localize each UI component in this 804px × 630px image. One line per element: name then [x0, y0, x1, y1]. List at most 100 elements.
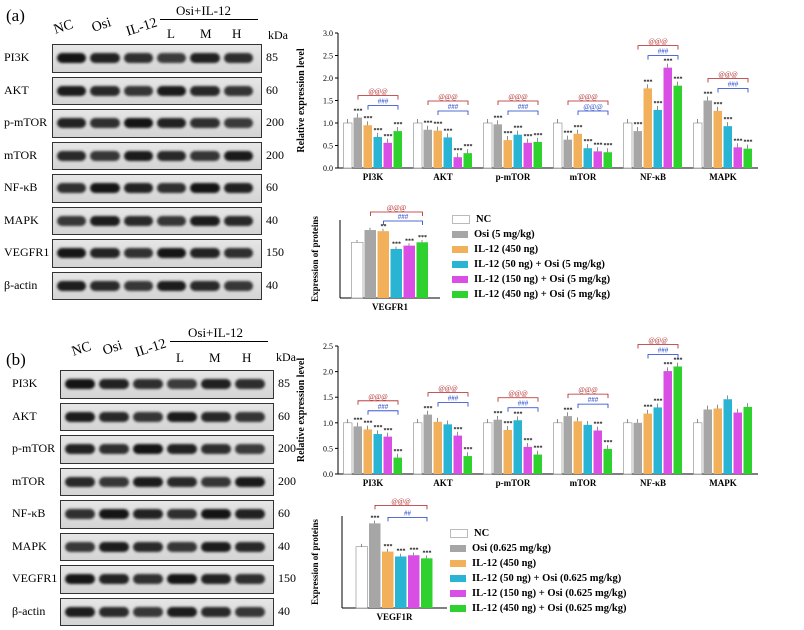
- blue-bracket: [437, 402, 469, 407]
- panel-a-blot-band: [223, 183, 253, 194]
- red-bracket: [357, 95, 399, 100]
- significance-stars: ***: [564, 407, 573, 413]
- panel-b-blot-band: [167, 541, 197, 552]
- x-category-label: p-mTOR: [496, 172, 531, 182]
- panel-a-blot-strip: [52, 44, 262, 73]
- bar: [623, 422, 633, 475]
- panel-b-blot-label: NF-κB: [12, 506, 46, 520]
- panel-b-lane-m: M: [209, 350, 221, 365]
- bar: [563, 139, 572, 168]
- x-category-label: VEGF1R: [377, 612, 414, 622]
- bar: [703, 409, 712, 474]
- significance-stars: ***: [384, 544, 393, 550]
- bar: [603, 152, 612, 168]
- blue-bracket: [367, 105, 399, 110]
- bar: [393, 457, 402, 474]
- blue-bracket-mark: ###: [658, 346, 669, 354]
- bar: [643, 88, 652, 168]
- panel-b-blot-label: p-mTOR: [12, 441, 56, 455]
- panel-a-legend-item: NC: [452, 214, 491, 225]
- panel-a-blot-band: [190, 85, 220, 96]
- blue-bracket: [647, 55, 679, 60]
- panel-a-blot-label: mTOR: [4, 147, 38, 162]
- bar: [693, 122, 703, 169]
- panel-a-main-chart: 0.0 0.5 1.0 1.5 2.0 2.5 3.0 Relative expression…: [296, 29, 758, 182]
- panel-b-blot-kda: 60: [278, 408, 290, 423]
- blue-bracket: [647, 354, 679, 359]
- bar: [673, 366, 682, 474]
- x-category-label: p-mTOR: [496, 478, 531, 488]
- blue-bracket-mark: ##: [404, 509, 412, 517]
- panel-b-blot-band: [235, 541, 265, 552]
- bar: [663, 67, 672, 168]
- blue-bracket: [383, 220, 423, 226]
- panel-b-legend-label: IL-12 (50 ng) + Osi (0.625 mg/kg): [472, 573, 622, 584]
- significance-stars: ***: [364, 421, 373, 427]
- panel-b-lane-il12: IL-12: [133, 336, 169, 361]
- panel-a-blot-band: [223, 53, 253, 64]
- panel-b-group-line: [170, 341, 268, 342]
- significance-stars: ***: [654, 101, 663, 107]
- significance-stars: ***: [594, 422, 603, 428]
- panel-a-blot-band: [90, 53, 120, 64]
- bar: [643, 413, 652, 474]
- panel-a-blot-band: [57, 248, 87, 259]
- panel-b-blot-band: [235, 606, 265, 617]
- panel-b-blot-band: [167, 379, 197, 390]
- significance-stars: ***: [654, 399, 663, 405]
- blue-bracket-mark: ###: [378, 403, 389, 411]
- red-bracket-mark: @@@: [578, 386, 598, 394]
- panel-a-legend-item: IL-12 (150 ng) + Osi (5 mg/kg): [452, 274, 610, 285]
- significance-stars: ***: [564, 131, 573, 137]
- bar: [408, 555, 420, 608]
- panel-b-blot-kda: 200: [278, 473, 296, 488]
- panel-a-blot-band: [57, 280, 87, 291]
- panel-a-blot-band: [157, 118, 187, 129]
- panel-a-blot-band: [90, 85, 120, 96]
- panel-a-legend-swatch: [452, 276, 468, 283]
- x-category-label: VEGFR1: [372, 302, 409, 312]
- bar: [383, 142, 392, 168]
- panel-b-blot-strip: [60, 500, 274, 529]
- panel-a-lane-osi: Osi: [90, 15, 114, 36]
- bar: [453, 435, 462, 474]
- significance-stars: ***: [704, 91, 713, 97]
- panel-a-blot-band: [157, 85, 187, 96]
- significance-stars: ***: [405, 238, 414, 244]
- panel-a-blot-kda: 200: [266, 115, 284, 129]
- panel-b-group-label: Osi+IL-12: [188, 325, 243, 340]
- panel-a-legend-swatch: [452, 231, 468, 238]
- panel-b-blot-band: [201, 509, 231, 520]
- panel-b-legend-swatch: [450, 605, 466, 612]
- red-bracket-mark: @@@: [368, 88, 388, 96]
- panel-a-blot-band: [57, 150, 87, 161]
- panel-a-blot-band: [190, 150, 220, 161]
- panel-a-legend-label: IL-12 (450 ng) + Osi (5 mg/kg): [474, 289, 611, 300]
- significance-stars: ***: [644, 79, 653, 85]
- panel-b-blot-band: [133, 476, 163, 487]
- panel-b-legend-item: Osi (0.625 mg/kg): [450, 543, 551, 554]
- red-bracket-mark: @@@: [368, 393, 388, 401]
- panel-b-kda-label: kDa: [276, 350, 296, 364]
- red-bracket-mark: @@@: [578, 93, 598, 101]
- panel-a-legend-item: IL-12 (450 ng): [452, 244, 538, 255]
- bar: [583, 148, 592, 168]
- significance-stars: ***: [524, 438, 533, 444]
- panel-a-legend-swatch: [452, 246, 468, 253]
- bar: [553, 422, 563, 475]
- panel-a-legend-item: Osi (5 mg/kg): [452, 229, 535, 240]
- red-bracket: [427, 392, 469, 397]
- panel-a-legend-label: IL-12 (50 ng) + Osi (5 mg/kg): [474, 259, 605, 270]
- bar: [693, 422, 703, 475]
- blue-bracket-mark: ###: [378, 98, 389, 106]
- panel-a-blot-band: [57, 183, 87, 194]
- panel-a-legend-label: IL-12 (150 ng) + Osi (5 mg/kg): [474, 274, 611, 285]
- panel-b-blot-band: [133, 509, 163, 520]
- panel-b-blot-band: [133, 606, 163, 617]
- panel-a-blot-kda: 200: [266, 147, 284, 162]
- panel-b-blot-band: [201, 541, 231, 552]
- x-category-label: PI3K: [363, 478, 384, 488]
- panel-a-blot-label: VEGFR1: [4, 245, 50, 259]
- panel-b-blot-kda: 40: [278, 538, 290, 553]
- bar: [443, 424, 452, 474]
